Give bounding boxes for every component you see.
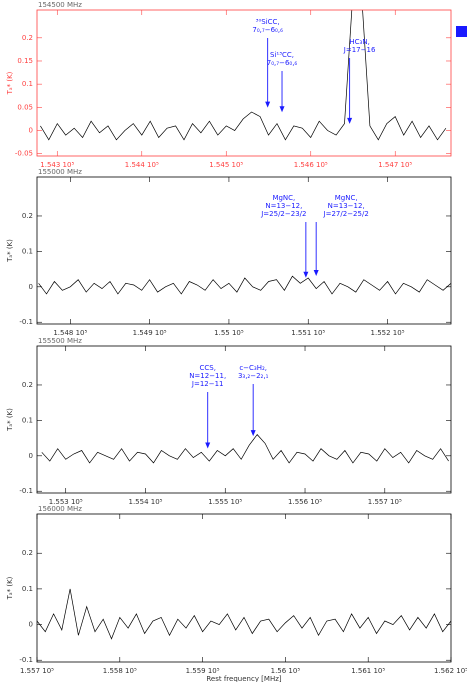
plot-frame xyxy=(36,345,452,494)
x-tick-label: 1.562 10⁵ xyxy=(434,667,467,675)
annotation-label: Si¹³CC, xyxy=(270,51,294,59)
arrow-head xyxy=(313,269,319,276)
x-tick-label: 1.55 10⁵ xyxy=(214,329,244,337)
y-tick-label: 0.1 xyxy=(22,247,33,255)
x-tick-label: 1.551 10⁵ xyxy=(291,329,325,337)
y-tick-label: 0.2 xyxy=(22,549,33,557)
arrow-head xyxy=(347,117,353,124)
x-tick-label: 1.559 10⁵ xyxy=(186,667,220,675)
x-tick-label: 1.555 10⁵ xyxy=(208,498,242,506)
spectrum xyxy=(41,434,449,464)
spectrum xyxy=(38,275,451,295)
annotation-label: N=12−11, xyxy=(189,372,226,380)
annotation-label: HC₃N, xyxy=(349,38,369,46)
x-tick-label: 1.556 10⁵ xyxy=(288,498,322,506)
y-tick-label: -0.1 xyxy=(19,318,33,326)
annotation-label: 7₀,₇−6₀,₆ xyxy=(252,26,283,34)
x-tick-label: 1.543 10⁵ xyxy=(40,161,74,169)
x-tick-label: 1.554 10⁵ xyxy=(128,498,162,506)
plot-frame xyxy=(36,513,452,663)
x-tick-label: 1.561 10⁵ xyxy=(351,667,385,675)
x-tick-label: 1.56 10⁵ xyxy=(271,667,301,675)
y-tick-label: -0.1 xyxy=(19,487,33,495)
x-tick-label: 1.558 10⁵ xyxy=(103,667,137,675)
y-tick-label: 0 xyxy=(29,621,33,629)
arrow-head xyxy=(279,106,285,113)
arrow-head xyxy=(250,430,256,437)
annotation-label: 3₃,₂−2₂,₁ xyxy=(238,372,269,380)
x-tick-label: 1.546 10⁵ xyxy=(294,161,328,169)
y-tick-label: 0.1 xyxy=(22,80,33,88)
panel-header: 155500 MHz xyxy=(38,337,82,345)
y-axis-label: Tₐ* (K) xyxy=(6,576,14,600)
annotation-label: J=25/2−23/2 xyxy=(260,210,306,218)
x-tick-label: 1.557 10⁵ xyxy=(20,667,54,675)
y-axis-label: Tₐ* (K) xyxy=(6,71,14,95)
panel-header: 156000 MHz xyxy=(38,505,82,513)
y-axis-label: Tₐ* (K) xyxy=(6,408,14,432)
spectrum xyxy=(40,10,447,141)
y-tick-label: 0.2 xyxy=(22,212,33,220)
y-tick-label: 0.1 xyxy=(22,416,33,424)
x-tick-label: 1.552 10⁵ xyxy=(371,329,405,337)
annotation-label: ³⁰SiCC, xyxy=(256,18,280,26)
marker-square xyxy=(456,26,467,37)
plot-frame xyxy=(36,9,452,157)
y-tick-label: 0 xyxy=(29,127,33,135)
annotation-label: J=27/2−25/2 xyxy=(323,210,369,218)
y-tick-label: -0.05 xyxy=(15,150,33,158)
annotation-label: CCS, xyxy=(199,364,215,372)
annotation-label: MgNC, xyxy=(272,194,295,202)
annotation-label: MgNC, xyxy=(335,194,358,202)
x-tick-label: 1.553 10⁵ xyxy=(49,498,83,506)
annotation-label: J=12−11 xyxy=(191,380,224,388)
x-tick-label: 1.548 10⁵ xyxy=(53,329,87,337)
x-tick-label: 1.544 10⁵ xyxy=(125,161,159,169)
arrow-head xyxy=(265,101,271,108)
y-tick-label: 0.1 xyxy=(22,585,33,593)
y-tick-label: 0 xyxy=(29,283,33,291)
annotation-label: c−C₃H₂, xyxy=(239,364,267,372)
x-tick-label: 1.547 10⁵ xyxy=(378,161,412,169)
y-tick-label: 0.2 xyxy=(22,34,33,42)
spectrum xyxy=(37,588,451,640)
y-tick-label: 0 xyxy=(29,452,33,460)
annotation-label: N=13−12, xyxy=(328,202,365,210)
annotation-label: J=17−16 xyxy=(343,46,376,54)
y-tick-label: 0.2 xyxy=(22,381,33,389)
y-axis-label: Tₐ* (K) xyxy=(6,239,14,263)
arrow-head xyxy=(205,442,211,449)
y-tick-label: -0.1 xyxy=(19,656,33,664)
x-axis-label: Rest frequency [MHz] xyxy=(206,675,282,682)
annotation-label: 7₀,₇−6₀,₆ xyxy=(267,59,298,67)
y-tick-label: 0.05 xyxy=(17,103,33,111)
y-tick-label: 0.15 xyxy=(17,57,33,65)
x-tick-label: 1.545 10⁵ xyxy=(209,161,243,169)
annotation-label: N=13−12, xyxy=(265,202,302,210)
panel-header: 154500 MHz xyxy=(38,1,82,9)
x-tick-label: 1.557 10⁵ xyxy=(368,498,402,506)
x-tick-label: 1.549 10⁵ xyxy=(133,329,167,337)
arrow-head xyxy=(303,271,309,278)
plot-frame xyxy=(36,176,452,325)
panel-header: 155000 MHz xyxy=(38,168,82,176)
